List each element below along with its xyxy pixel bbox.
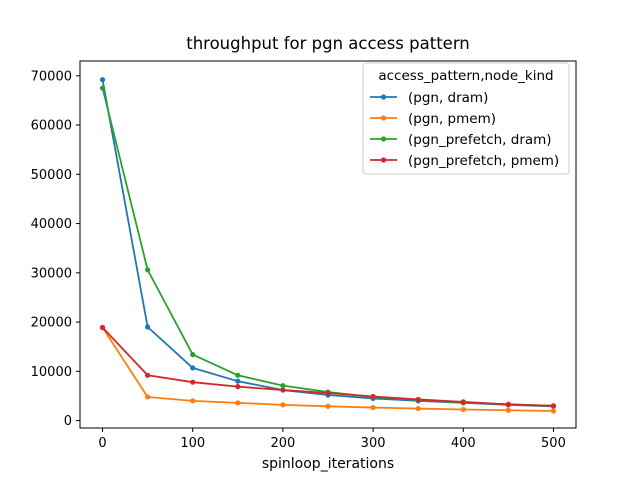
data-point [505, 401, 511, 407]
data-point [325, 390, 331, 396]
data-point [550, 403, 557, 409]
legend-label: (pgn_prefetch, dram) [408, 132, 552, 148]
x-tick-label: 200 [270, 436, 295, 451]
data-point [99, 77, 106, 83]
data-point [370, 393, 376, 400]
y-tick-label: 50000 [31, 168, 72, 183]
y-tick-label: 0 [64, 414, 72, 429]
data-point [190, 398, 196, 404]
y-tick-label: 10000 [31, 365, 72, 380]
data-point [145, 394, 151, 400]
legend-item: (pgn, dram) [370, 90, 488, 106]
data-point [190, 379, 196, 385]
legend-label: (pgn_prefetch, pmem) [408, 153, 559, 169]
legend-item: (pgn_prefetch, dram) [370, 132, 552, 148]
x-tick-label: 300 [361, 436, 386, 451]
data-point [145, 324, 151, 330]
data-point [280, 402, 286, 408]
data-point [325, 403, 331, 409]
y-tick-label: 20000 [31, 316, 72, 331]
legend-swatch-marker [380, 94, 387, 100]
data-point [235, 372, 241, 378]
data-point [550, 408, 557, 414]
x-tick-label: 100 [180, 436, 205, 451]
plot-frame [79, 60, 577, 429]
data-point [235, 400, 241, 406]
data-point [99, 85, 106, 91]
y-tick-label: 40000 [31, 217, 72, 232]
data-point [280, 383, 286, 389]
data-point [460, 399, 466, 405]
data-point [370, 404, 376, 411]
x-tick-label: 500 [541, 436, 566, 451]
x-tick-label: 0 [98, 436, 106, 451]
y-tick-label: 70000 [31, 69, 72, 84]
legend-item: (pgn_prefetch, pmem) [370, 153, 559, 169]
plot-area: 0 100 200 300 400 500 0 10000 20000 30000 40000 500… [31, 60, 577, 451]
data-point [280, 387, 286, 393]
legend-swatch-marker [380, 115, 387, 121]
legend-label: (pgn, dram) [408, 90, 488, 106]
data-point [415, 396, 421, 403]
data-point [145, 267, 151, 273]
legend-swatch-marker [380, 136, 387, 142]
legend-label: (pgn, pmem) [408, 111, 496, 127]
chart-title: throughput for pgn access pattern [186, 34, 470, 53]
data-point [460, 406, 466, 413]
data-point [235, 378, 241, 384]
data-point [99, 324, 106, 331]
data-point [415, 405, 421, 412]
legend-item: (pgn, pmem) [370, 111, 496, 127]
legend: access_pattern,node_kind (pgn, dram) (pgn,… [362, 62, 570, 175]
data-point [190, 352, 196, 358]
legend-title: access_pattern,node_kind [378, 68, 553, 84]
data-point [505, 407, 511, 413]
legend-box [362, 62, 570, 175]
series-4 [99, 324, 557, 409]
data-point [145, 372, 151, 378]
y-tick-label: 60000 [31, 119, 72, 134]
data-point [190, 365, 196, 371]
x-axis-title: spinloop_iterations [262, 456, 394, 472]
y-tick-label: 30000 [31, 266, 72, 281]
x-tick-label: 400 [451, 436, 476, 451]
data-point [235, 384, 241, 390]
legend-swatch-marker [380, 157, 387, 163]
